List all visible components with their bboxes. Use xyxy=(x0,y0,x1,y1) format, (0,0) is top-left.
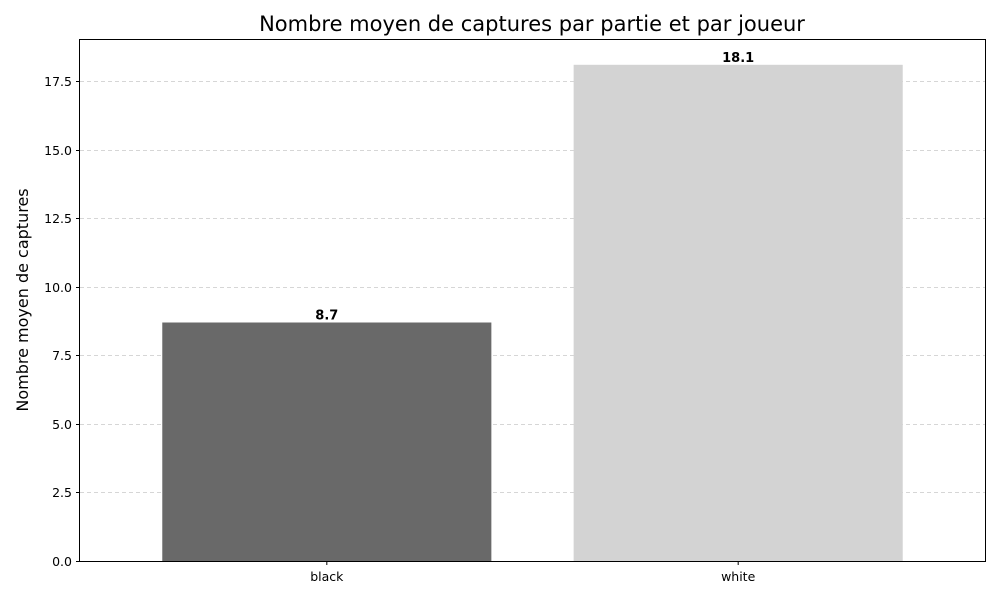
bar-value-label: 18.1 xyxy=(722,51,754,66)
y-axis-label: Nombre moyen de captures xyxy=(13,188,32,411)
bar-value-label: 8.7 xyxy=(315,308,338,323)
x-tick-label: white xyxy=(721,569,756,584)
y-tick-label: 5.0 xyxy=(52,417,72,432)
y-tick-label: 15.0 xyxy=(44,143,72,158)
y-tick-label: 0.0 xyxy=(52,554,72,569)
y-tick-label: 17.5 xyxy=(44,74,72,89)
bar-white xyxy=(573,64,903,562)
value-labels: 8.7 18.1 xyxy=(315,51,754,324)
y-tick-label: 10.0 xyxy=(44,280,72,295)
plot-frame xyxy=(79,39,986,562)
bars xyxy=(162,64,903,562)
y-tick-label: 12.5 xyxy=(44,211,72,226)
y-tick-label: 7.5 xyxy=(52,348,72,363)
y-tick-label: 2.5 xyxy=(52,485,72,500)
y-axis-ticks: 0.0 2.5 5.0 7.5 10.0 12.5 15.0 17.5 xyxy=(44,74,80,569)
x-axis-ticks: black white xyxy=(310,561,756,584)
bar-black xyxy=(162,322,492,561)
chart-title: Nombre moyen de captures par partie et p… xyxy=(259,12,805,36)
x-tick-label: black xyxy=(310,569,344,584)
